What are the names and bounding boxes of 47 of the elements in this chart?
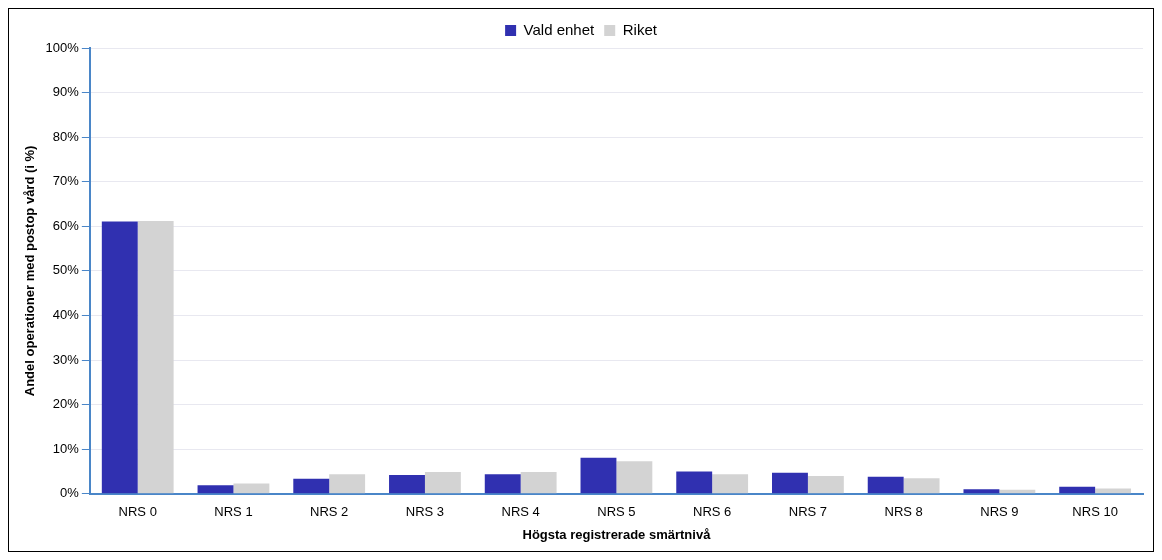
y-tick-label: 0% [60, 485, 80, 501]
bar [903, 478, 940, 494]
y-tick-label: 50% [52, 262, 80, 278]
bar [807, 475, 844, 494]
bar [389, 475, 425, 494]
y-tick-label: 20% [52, 396, 80, 412]
y-tick-label: 40% [52, 307, 80, 323]
bar [1095, 488, 1132, 494]
bar [676, 471, 713, 494]
x-tick-label: NRS 3 [405, 504, 445, 520]
x-tick-label: NRS 6 [693, 504, 732, 520]
bar [484, 474, 521, 494]
x-tick-label: NRS 5 [597, 504, 636, 520]
y-tick-label: 30% [52, 351, 80, 367]
y-tick-label: 60% [52, 217, 80, 233]
y-tick-label: 80% [52, 128, 80, 144]
bar [101, 221, 138, 494]
x-tick-label: NRS 0 [118, 504, 157, 520]
y-tick-label: 10% [52, 440, 80, 456]
y-tick-label: 70% [52, 173, 80, 189]
legend-label: Vald enhet [523, 20, 596, 38]
bar [293, 478, 330, 494]
bar [1059, 486, 1096, 494]
bar [233, 483, 270, 494]
x-tick-label: NRS 7 [788, 504, 828, 520]
bar [712, 474, 749, 494]
bar [772, 472, 808, 494]
x-tick-label: NRS 1 [214, 504, 253, 520]
y-tick-label: 90% [52, 84, 80, 100]
bar [616, 461, 653, 494]
x-tick-label: NRS 8 [884, 504, 923, 520]
bar [197, 485, 234, 494]
legend-label: Riket [622, 20, 658, 38]
bar [580, 457, 617, 494]
bar [137, 220, 174, 494]
x-tick-label: NRS 9 [980, 504, 1019, 520]
x-tick-label: NRS 2 [310, 504, 349, 520]
bar [520, 471, 557, 494]
bar [424, 471, 461, 494]
bar [329, 474, 366, 494]
bar [867, 476, 904, 494]
x-axis-title: Högsta registrerade smärtnivå [522, 526, 712, 542]
bar [963, 489, 1000, 494]
x-tick-label: NRS 4 [501, 504, 540, 520]
x-tick-label: NRS 10 [1072, 504, 1118, 520]
y-axis-title: Andel operationer med postop vård (i %) [22, 145, 38, 397]
y-tick-label: 100% [45, 39, 80, 55]
